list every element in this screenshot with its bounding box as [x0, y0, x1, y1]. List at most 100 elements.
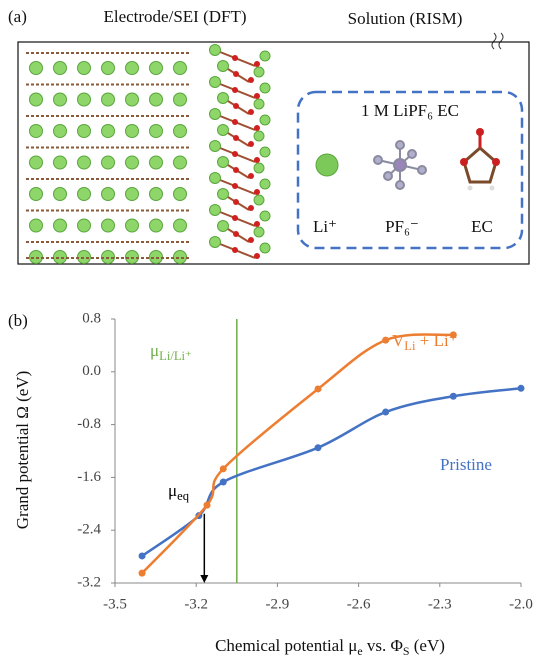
page: {"panel_a": {"label": "(a)", "left_title… [0, 0, 538, 664]
data-point [220, 465, 227, 472]
atom [218, 61, 229, 72]
atom [248, 77, 254, 83]
atom [248, 173, 254, 179]
atom [254, 125, 260, 131]
x-tick-label: -2.3 [428, 596, 452, 612]
atom [260, 115, 270, 125]
atom [150, 125, 163, 138]
y-tick-label: -0.8 [77, 416, 101, 432]
atom [233, 135, 239, 141]
atom [260, 211, 270, 221]
atom [30, 93, 43, 106]
atom [150, 156, 163, 169]
arrow-head [200, 575, 208, 583]
panel-label: (a) [8, 7, 27, 26]
atom [210, 45, 221, 56]
atom [248, 141, 254, 147]
annotation: μeq [168, 481, 190, 503]
atom [126, 125, 139, 138]
atom [210, 237, 221, 248]
atom [78, 125, 91, 138]
atom [78, 156, 91, 169]
species-label: PF₆⁻ [385, 217, 419, 236]
region-title: Electrode/SEI (DFT) [103, 7, 246, 26]
atom [260, 51, 270, 61]
text-part: μ [150, 341, 159, 360]
x-tick-label: -3.5 [103, 596, 127, 612]
x-tick-label: -2.9 [266, 596, 290, 612]
atom [233, 167, 239, 173]
data-point [518, 385, 525, 392]
atom [54, 251, 67, 264]
atom [102, 156, 115, 169]
text-part: + Li⁺ [415, 331, 457, 350]
atom [174, 251, 187, 264]
atom [218, 221, 229, 232]
atom [232, 215, 238, 221]
atom [174, 93, 187, 106]
atom [54, 156, 67, 169]
x-axis-label: Chemical potential μe vs. ΦS (eV) [215, 636, 445, 658]
panel-label: (b) [8, 311, 28, 330]
atom [30, 188, 43, 201]
atom [248, 205, 254, 211]
atom [218, 157, 229, 168]
atom [54, 188, 67, 201]
atom [102, 219, 115, 232]
atom [254, 67, 264, 77]
atom [102, 62, 115, 75]
atom [78, 62, 91, 75]
atom [260, 243, 270, 253]
atom [150, 219, 163, 232]
data-point [204, 502, 211, 509]
atom [210, 173, 221, 184]
atom [78, 93, 91, 106]
atom [126, 93, 139, 106]
x-tick-label: -2.6 [347, 596, 371, 612]
atom [30, 125, 43, 138]
atom [150, 188, 163, 201]
atom [54, 219, 67, 232]
break-mark [492, 33, 503, 49]
x-tick-label: -3.2 [184, 596, 208, 612]
atom [254, 93, 260, 99]
atom [150, 93, 163, 106]
atom [126, 62, 139, 75]
atom [126, 156, 139, 169]
atom [54, 93, 67, 106]
atom [254, 61, 260, 67]
series-line [142, 334, 453, 573]
atom [210, 109, 221, 120]
atom [233, 199, 239, 205]
atom [232, 87, 238, 93]
atom [102, 125, 115, 138]
ec-molecule [460, 128, 500, 191]
atom [126, 188, 139, 201]
figure: (a) Electrode/SEI (DFT) Solution (RISM) … [0, 0, 538, 664]
atom [78, 219, 91, 232]
atom [210, 77, 221, 88]
atom [254, 189, 260, 195]
text-part: S [403, 644, 410, 658]
atom [174, 62, 187, 75]
text-part: (eV) [410, 636, 445, 655]
atom [232, 119, 238, 125]
atom [260, 83, 270, 93]
atom [174, 219, 187, 232]
text-part: eq [177, 489, 190, 503]
atom [254, 163, 264, 173]
y-tick-label: 0.0 [82, 363, 101, 379]
data-point [382, 337, 389, 344]
atom [260, 179, 270, 189]
atom [174, 188, 187, 201]
atom [78, 188, 91, 201]
atom [54, 125, 67, 138]
atom [150, 62, 163, 75]
text-part: μ [168, 481, 177, 500]
species-label: Li⁺ [313, 217, 337, 236]
atom [232, 55, 238, 61]
pf6-molecule [374, 141, 426, 189]
atom [233, 231, 239, 237]
y-tick-label: -2.4 [77, 522, 101, 538]
legend-label: VLi + Li⁺ [392, 331, 458, 353]
